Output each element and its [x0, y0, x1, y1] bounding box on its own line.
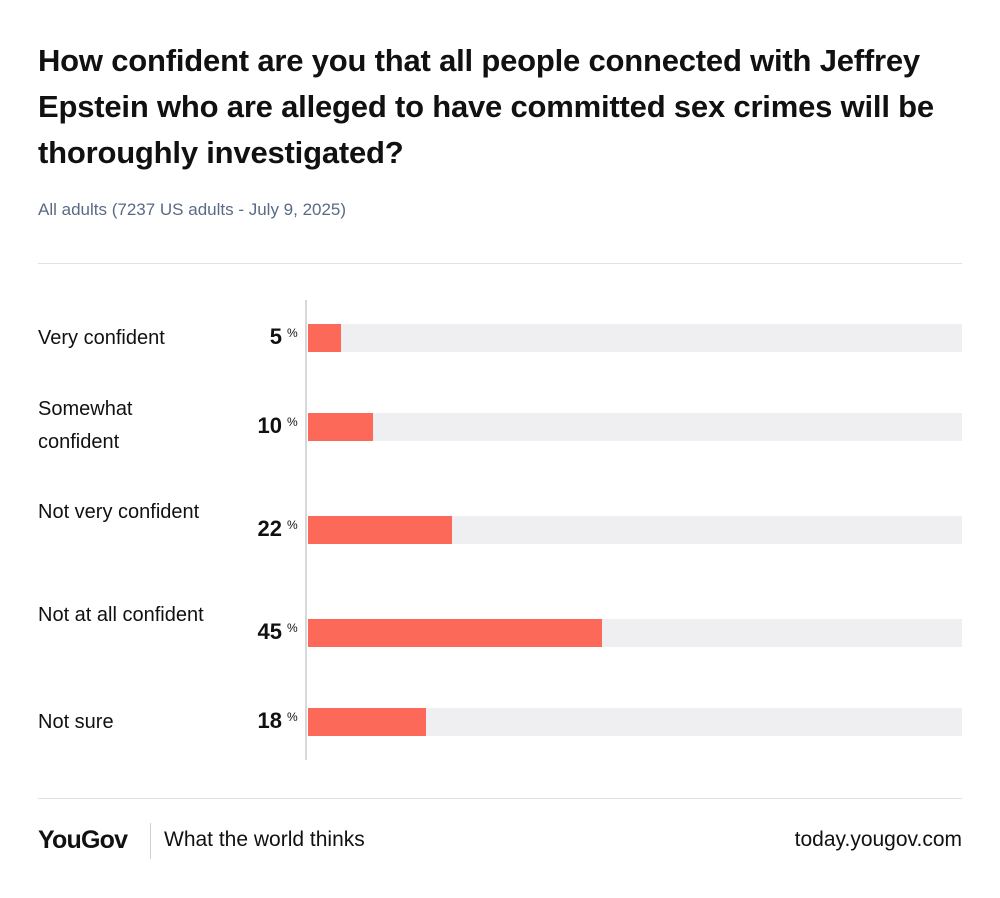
bar-track: [308, 413, 962, 441]
percent-unit: %: [287, 710, 298, 724]
category-label: Not very confident: [38, 501, 200, 523]
value-label: 10: [257, 413, 282, 438]
yougov-logo[interactable]: YouGov: [38, 826, 128, 854]
chart-subtitle: All adults (7237 US adults - July 9, 202…: [38, 200, 347, 219]
bottom-divider: [38, 798, 962, 799]
bar-track: [308, 708, 962, 736]
category-label: Not at all confident: [38, 604, 204, 626]
category-label: Somewhat confident: [38, 398, 133, 453]
bar: [308, 413, 373, 441]
bar: [308, 619, 602, 647]
value-label: 18: [257, 708, 282, 733]
percent-unit: %: [287, 518, 298, 532]
bar-track: [308, 619, 962, 647]
bar: [308, 708, 426, 736]
value-label: 5: [269, 324, 282, 349]
top-divider: [38, 263, 962, 264]
bar: [308, 516, 452, 544]
percent-unit: %: [287, 621, 298, 635]
value-label: 22: [257, 516, 282, 541]
footer-tagline: What the world thinks: [164, 828, 365, 851]
bar-chart: Very confident 5% Somewhat confident 10% Not…: [0, 300, 1000, 760]
footer-url[interactable]: today.yougov.com: [794, 828, 962, 851]
axis-line: [305, 300, 307, 760]
percent-unit: %: [287, 415, 298, 429]
category-label: Not sure: [38, 711, 114, 733]
percent-unit: %: [287, 326, 298, 340]
bar-track: [308, 324, 962, 352]
bar-track: [308, 516, 962, 544]
bar: [308, 324, 341, 352]
chart-title: How confident are you that all people co…: [38, 43, 934, 170]
value-label: 45: [257, 619, 282, 644]
footer-divider: [150, 823, 151, 859]
category-label: Very confident: [38, 327, 165, 349]
